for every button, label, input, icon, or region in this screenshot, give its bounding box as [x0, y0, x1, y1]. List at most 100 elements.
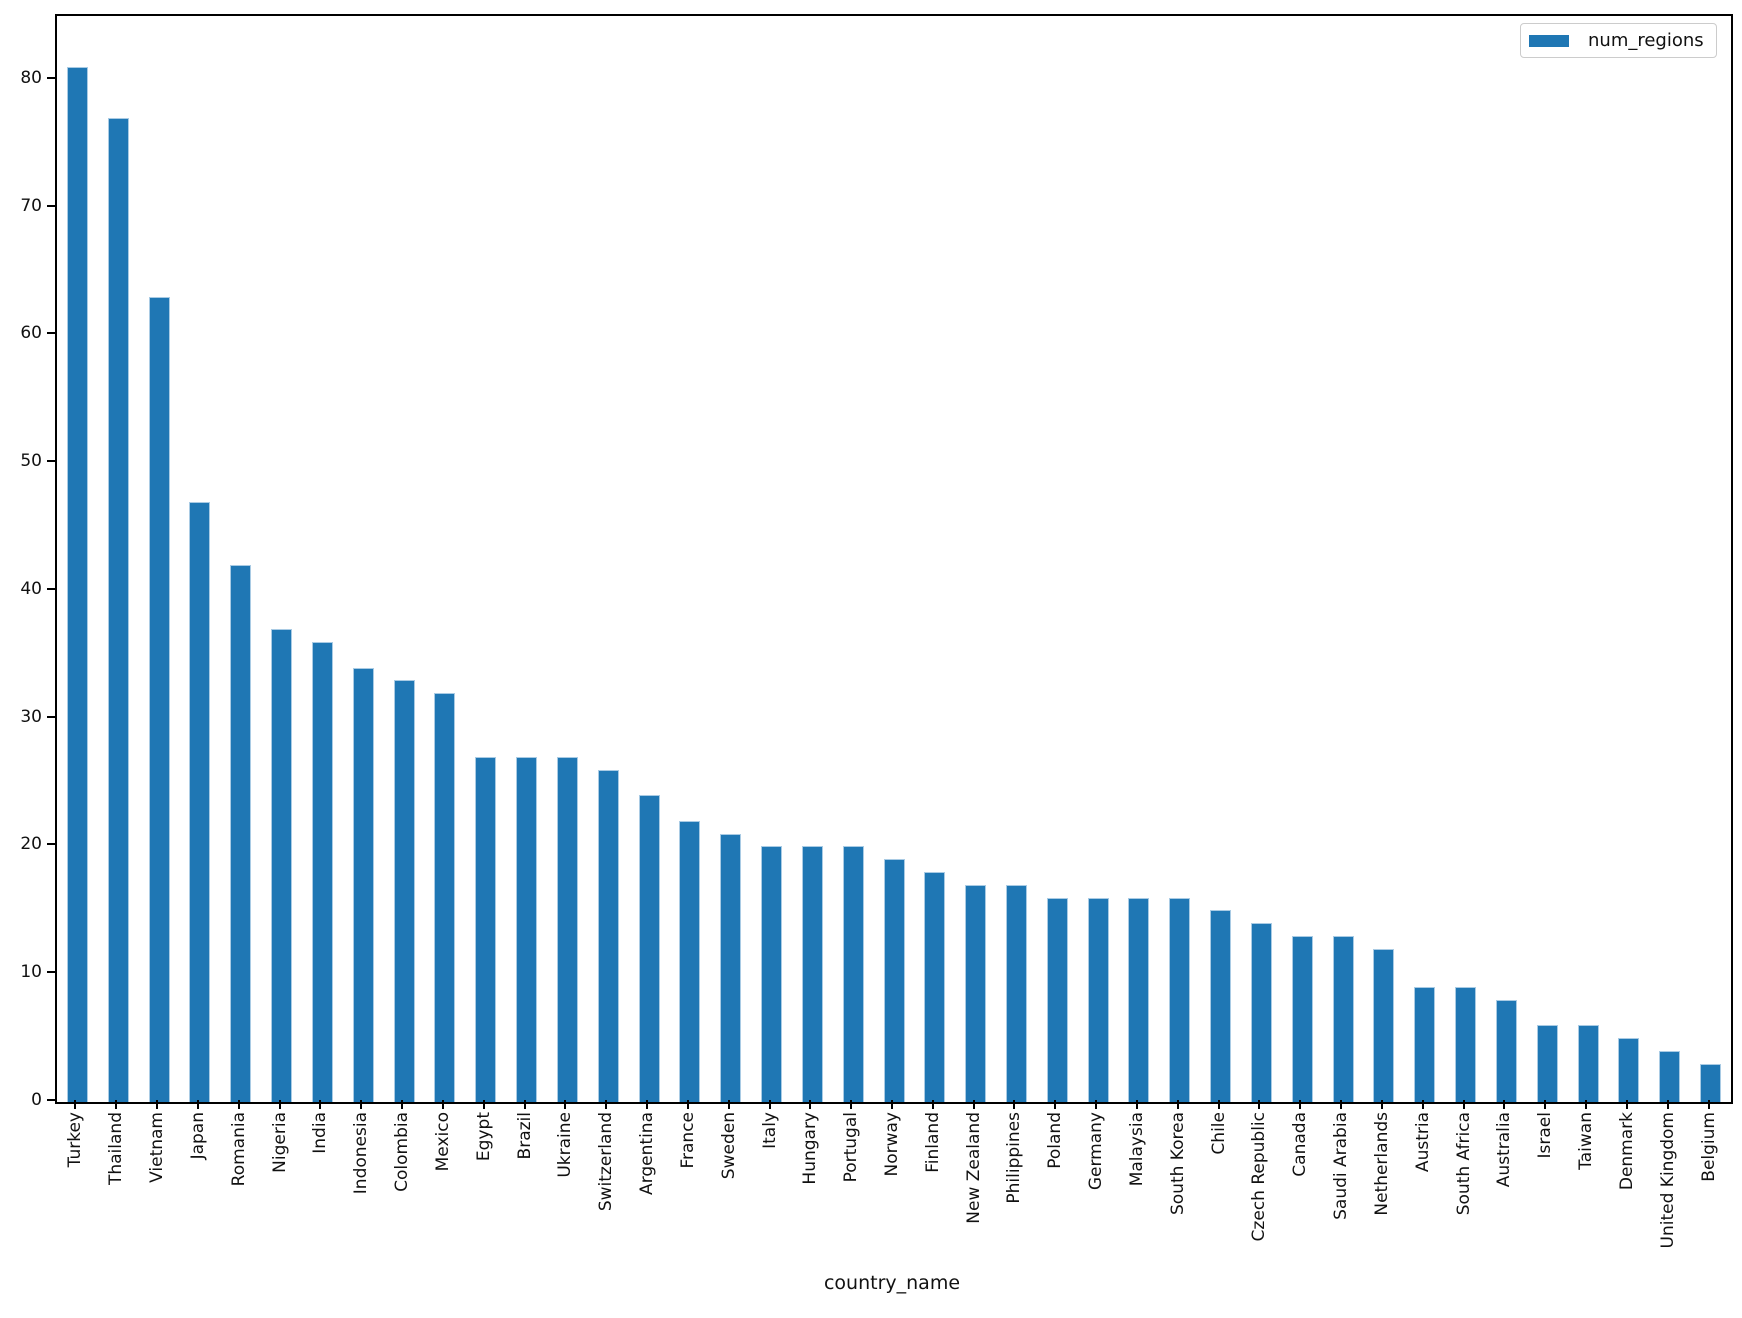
bar — [556, 757, 578, 1102]
x-tick-label: New Zealand — [963, 1112, 984, 1224]
y-tick — [47, 1099, 55, 1101]
x-tick-label: Portugal — [841, 1112, 862, 1183]
bar — [1291, 935, 1313, 1102]
x-tick-label: Brazil — [514, 1112, 535, 1160]
bar — [1577, 1025, 1599, 1102]
legend: num_regions — [1520, 23, 1717, 58]
x-tick-label: Czech Republic — [1249, 1112, 1270, 1242]
x-tick — [1217, 1100, 1220, 1109]
x-tick-label: France — [677, 1112, 698, 1169]
x-tick — [1462, 1100, 1465, 1109]
plot-area — [55, 14, 1733, 1104]
bar — [107, 118, 129, 1102]
x-tick-label: Argentina — [637, 1112, 658, 1195]
x-tick — [360, 1100, 363, 1109]
bar — [475, 757, 497, 1102]
x-tick — [319, 1100, 322, 1109]
bar — [720, 833, 742, 1102]
x-tick — [1340, 1100, 1343, 1109]
x-tick — [931, 1100, 934, 1109]
x-tick — [850, 1100, 853, 1109]
x-tick-label: Hungary — [800, 1112, 821, 1185]
x-tick — [686, 1100, 689, 1109]
x-tick — [891, 1100, 893, 1109]
bar — [638, 795, 660, 1102]
bar — [1659, 1050, 1681, 1102]
bar — [1618, 1038, 1640, 1102]
x-tick-label: Belgium — [1698, 1112, 1719, 1182]
x-tick-label: Ukraine — [555, 1112, 576, 1178]
x-tick — [646, 1100, 649, 1109]
x-axis-title: country_name — [823, 1272, 961, 1294]
y-tick-label: 50 — [20, 451, 42, 472]
bar — [761, 846, 782, 1102]
x-tick-label: Mexico — [432, 1112, 453, 1172]
x-tick — [1666, 1100, 1669, 1109]
x-tick — [1176, 1100, 1179, 1109]
x-tick-label: Australia — [1494, 1112, 1515, 1188]
x-tick — [1135, 1100, 1138, 1109]
x-tick — [115, 1100, 118, 1109]
y-tick — [47, 332, 55, 335]
x-tick-label: Netherlands — [1371, 1112, 1392, 1216]
x-tick — [523, 1100, 526, 1109]
x-tick-label: Saudi Arabia — [1331, 1112, 1352, 1220]
x-tick-label: Canada — [1290, 1112, 1311, 1177]
bar — [842, 846, 864, 1102]
x-tick — [1258, 1100, 1261, 1109]
x-tick — [482, 1100, 485, 1109]
x-tick-label: Taiwan — [1576, 1112, 1597, 1170]
x-tick — [401, 1100, 404, 1109]
bar — [1373, 948, 1395, 1102]
y-tick-label: 70 — [20, 195, 42, 216]
x-tick-label: Chile — [1208, 1112, 1229, 1155]
x-tick-label: Thailand — [106, 1112, 127, 1186]
y-tick-label: 40 — [20, 578, 42, 599]
x-tick — [1625, 1100, 1628, 1109]
bar — [1332, 935, 1354, 1102]
bar — [597, 769, 619, 1102]
x-tick — [564, 1100, 567, 1109]
x-tick-label: India — [310, 1112, 331, 1154]
bar — [965, 884, 987, 1102]
x-tick — [1707, 1100, 1710, 1109]
x-tick — [1299, 1100, 1302, 1109]
x-tick — [1421, 1100, 1424, 1109]
x-tick — [1503, 1100, 1506, 1109]
x-tick-label: Egypt — [473, 1112, 494, 1162]
bar — [1455, 987, 1477, 1102]
x-tick-label: Japan — [187, 1112, 208, 1160]
x-tick — [1585, 1100, 1588, 1109]
x-tick-label: Romania — [228, 1112, 249, 1187]
x-tick-label: Norway — [882, 1112, 902, 1177]
x-tick-label: Denmark — [1616, 1112, 1637, 1191]
y-tick — [47, 460, 55, 463]
y-tick — [47, 76, 55, 79]
x-tick-label: South Korea — [1167, 1112, 1188, 1216]
x-tick-label: Colombia — [392, 1112, 413, 1192]
bar — [1005, 884, 1027, 1102]
bar — [1210, 910, 1232, 1102]
bar — [924, 872, 946, 1102]
bar — [1536, 1025, 1558, 1102]
x-tick — [1380, 1100, 1383, 1109]
y-tick — [47, 204, 55, 207]
x-tick-label: Poland — [1045, 1112, 1066, 1169]
x-tick — [1054, 1100, 1057, 1109]
x-tick-label: Philippines — [1004, 1112, 1025, 1204]
x-tick-label: Finland — [922, 1112, 943, 1173]
bar — [1700, 1063, 1722, 1102]
bar — [352, 667, 374, 1102]
bar — [679, 820, 701, 1102]
y-tick — [47, 587, 55, 590]
x-tick — [809, 1100, 812, 1109]
x-tick — [768, 1100, 771, 1109]
x-tick-label: Indonesia — [351, 1112, 372, 1195]
x-tick — [237, 1100, 240, 1109]
x-tick-label: Switzerland — [596, 1112, 617, 1212]
bar — [66, 67, 88, 1102]
bar — [1128, 897, 1150, 1102]
bar — [1250, 923, 1272, 1102]
bar — [1169, 897, 1191, 1102]
legend-swatch — [1529, 34, 1569, 47]
